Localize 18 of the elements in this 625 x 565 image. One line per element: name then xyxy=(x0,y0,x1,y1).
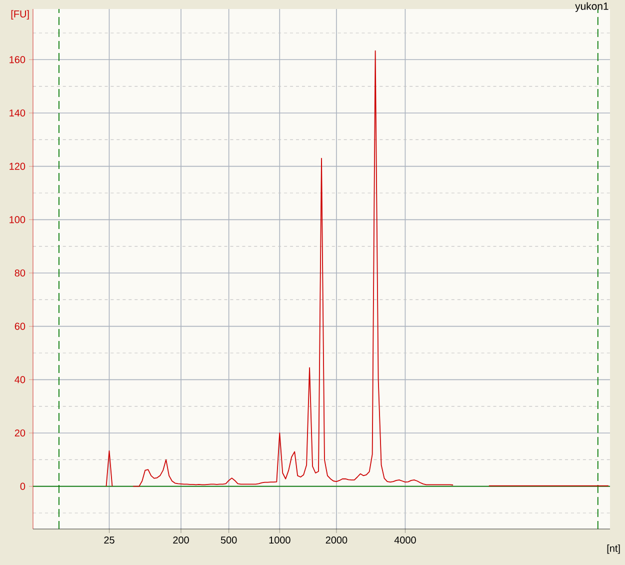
x-tick-label: 200 xyxy=(173,536,189,544)
y-tick-label: 80 xyxy=(14,269,26,277)
x-tick-label: 500 xyxy=(220,536,237,544)
y-tick-label: 40 xyxy=(14,376,26,384)
x-tick-label: 1000 xyxy=(269,536,290,544)
chart-title: yukon1 xyxy=(575,2,608,12)
y-tick-label: 0 xyxy=(20,482,26,490)
y-tick-label: 100 xyxy=(10,216,26,224)
x-axis-title: [nt] xyxy=(607,544,620,554)
y-axis-title: [FU] xyxy=(11,10,29,20)
y-tick-label: 140 xyxy=(10,109,26,117)
x-tick-label: 25 xyxy=(104,536,114,544)
y-tick-label: 160 xyxy=(10,56,26,64)
y-tick-label: 60 xyxy=(14,322,26,330)
y-tick-label: 20 xyxy=(14,429,26,437)
x-tick-label: 4000 xyxy=(394,536,416,544)
x-tick-label: 2000 xyxy=(326,536,348,544)
y-tick-label: 120 xyxy=(10,162,26,170)
